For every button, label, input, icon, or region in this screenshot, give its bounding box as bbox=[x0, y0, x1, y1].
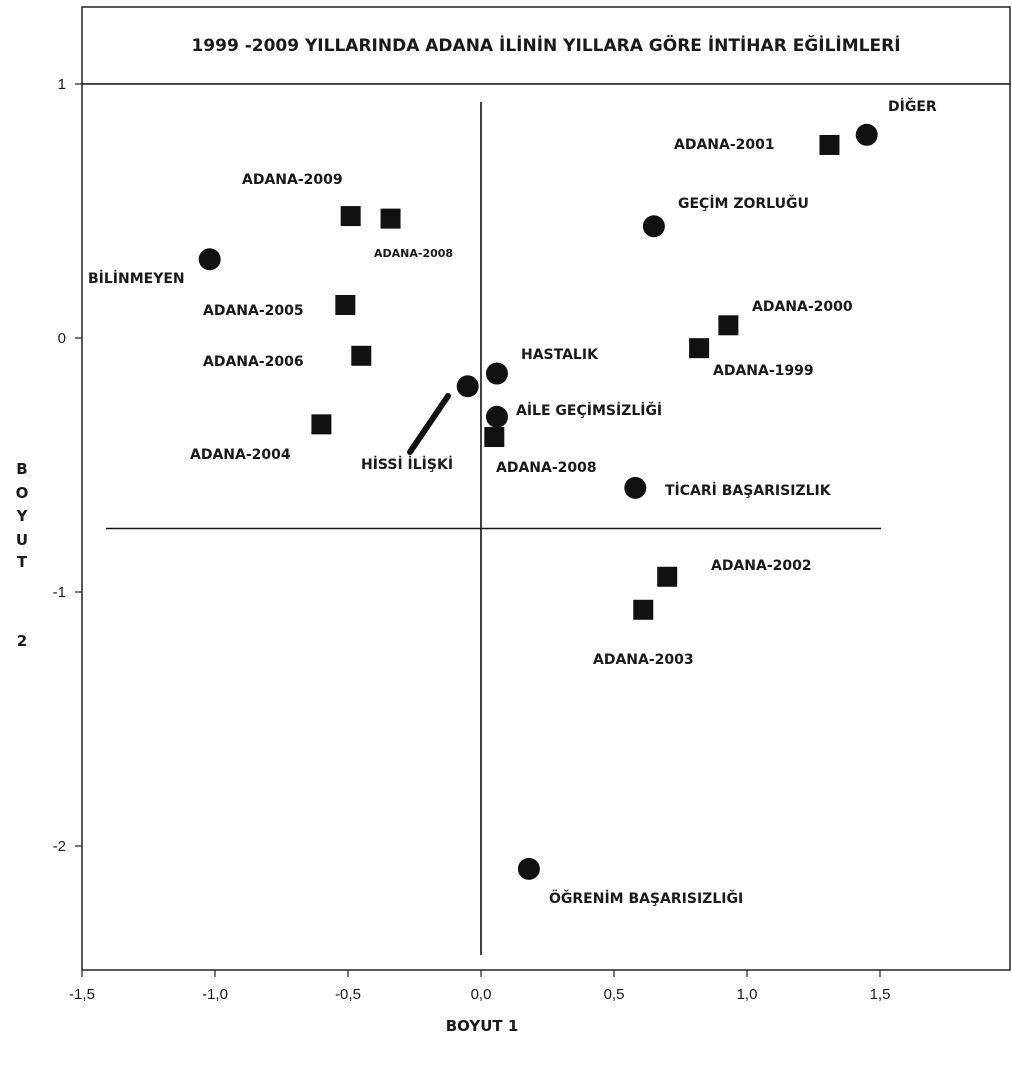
x-tick-label: -1,5 bbox=[69, 986, 95, 1003]
point-label: ADANA-1999 bbox=[713, 363, 814, 379]
y-axis-title-letter: U bbox=[16, 531, 28, 549]
title-box bbox=[81, 6, 1011, 85]
point-marker-circle bbox=[456, 375, 479, 398]
chart-title: 1999 -2009 YILLARINDA ADANA İLİNİN YILLA… bbox=[191, 34, 900, 56]
point-marker-square bbox=[351, 345, 372, 366]
point-label: HASTALIK bbox=[521, 347, 599, 363]
point-marker-square bbox=[311, 414, 332, 435]
point-label: ÖĞRENİM BAŞARISIZLIĞI bbox=[549, 889, 743, 907]
x-tick-label: 0,0 bbox=[471, 986, 492, 1003]
y-tick-label: 1 bbox=[58, 76, 66, 93]
x-tick-label: -1,0 bbox=[202, 986, 228, 1003]
y-axis-title-letter: Y bbox=[16, 507, 29, 525]
point-marker-square bbox=[484, 427, 505, 448]
hissi-iliski-connector bbox=[407, 393, 451, 455]
point-marker-square bbox=[380, 208, 401, 229]
x-tick-label: 1,5 bbox=[870, 986, 891, 1003]
point-label: AİLE GEÇİMSİZLİĞİ bbox=[516, 401, 662, 419]
point-marker-square bbox=[689, 338, 710, 359]
point-marker-square bbox=[819, 134, 840, 155]
x-tick-label: 1,0 bbox=[737, 986, 758, 1003]
y-tick-label: -1 bbox=[53, 584, 66, 601]
y-tick-label: 0 bbox=[58, 330, 66, 347]
point-label: ADANA-2000 bbox=[752, 299, 853, 315]
y-axis-title-letter: O bbox=[16, 484, 29, 502]
point-marker-circle bbox=[485, 362, 508, 385]
point-label: ADANA-2006 bbox=[203, 354, 304, 370]
point-marker-circle bbox=[485, 405, 508, 428]
y-axis-title-letter: B bbox=[16, 460, 27, 478]
point-marker-circle bbox=[198, 248, 221, 271]
x-tick-label: 0,5 bbox=[604, 986, 625, 1003]
point-label: ADANA-2001 bbox=[674, 137, 775, 153]
point-label: TİCARİ BAŞARISIZLIK bbox=[665, 482, 832, 499]
point-label: HİSSİ İLİŞKİ bbox=[361, 456, 453, 473]
reference-lines bbox=[106, 102, 881, 955]
connector-layer bbox=[407, 393, 451, 455]
y-axis-title-letter: 2 bbox=[17, 632, 27, 650]
point-label: ADANA-2009 bbox=[242, 172, 343, 188]
point-label: GEÇİM ZORLUĞU bbox=[678, 194, 809, 212]
point-marker-square bbox=[718, 315, 739, 336]
point-marker-circle bbox=[624, 476, 647, 499]
marks-layer bbox=[198, 123, 878, 880]
point-label: DİĞER bbox=[888, 97, 937, 115]
y-tick-label: -2 bbox=[53, 838, 66, 855]
point-marker-circle bbox=[855, 123, 878, 146]
y-axis-title: BOYUT 2 bbox=[16, 460, 29, 650]
point-marker-square bbox=[335, 294, 356, 315]
axis-layer: -1,5 -1,0 -0,5 0,0 0,5 1,0 1,5 1 0 -1 -2 bbox=[53, 76, 891, 1003]
point-marker-square bbox=[633, 599, 654, 620]
point-marker-square bbox=[657, 566, 678, 587]
point-label: BİLİNMEYEN bbox=[88, 270, 185, 287]
point-marker-circle bbox=[517, 857, 540, 880]
y-axis-title-letter: T bbox=[17, 553, 28, 571]
point-label: ADANA-2002 bbox=[711, 558, 812, 574]
point-marker-circle bbox=[642, 215, 665, 238]
point-label: ADANA-2005 bbox=[203, 303, 304, 319]
point-label: ADANA-2003 bbox=[593, 652, 694, 668]
x-axis-title: BOYUT 1 bbox=[446, 1017, 519, 1035]
point-marker-square bbox=[340, 206, 361, 227]
point-label: ADANA-2008 bbox=[496, 460, 597, 476]
point-label: ADANA-2008 bbox=[374, 247, 453, 260]
labels-layer: DİĞER GEÇİM ZORLUĞU BİLİNMEYEN HASTALIK HİSS… bbox=[88, 97, 937, 907]
point-label: ADANA-2004 bbox=[190, 447, 291, 463]
x-tick-label: -0,5 bbox=[335, 986, 361, 1003]
plot-frame bbox=[81, 83, 1011, 971]
